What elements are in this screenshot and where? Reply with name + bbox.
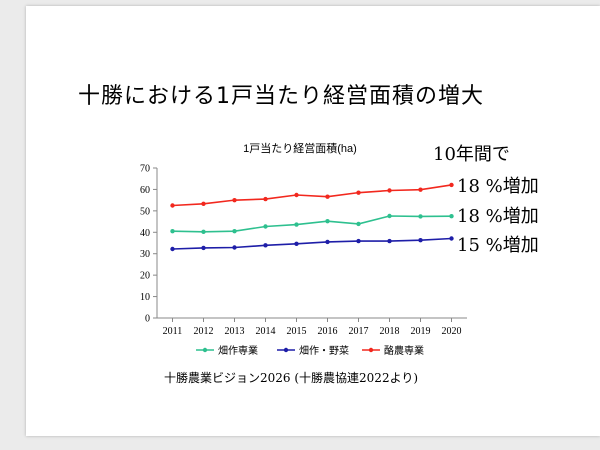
annotation-upland-increase: 18 %増加 — [457, 206, 539, 227]
data-point — [294, 222, 299, 227]
legend-label: 畑作専業 — [218, 344, 258, 357]
x-tick-label: 2012 — [194, 326, 214, 337]
x-tick-label: 2019 — [411, 326, 431, 337]
x-tick-label: 2015 — [287, 326, 307, 337]
data-point — [325, 194, 330, 199]
series-line — [172, 215, 452, 233]
y-tick-label: 40 — [140, 228, 150, 239]
legend-marker — [368, 347, 374, 353]
legend-label: 酪農専業 — [384, 344, 424, 357]
chart-title: 1戸当たり経営面積(ha) — [243, 141, 357, 155]
y-tick-label: 0 — [145, 314, 150, 325]
y-tick-label: 10 — [140, 292, 150, 303]
data-point — [232, 229, 237, 234]
legend-marker — [202, 347, 208, 353]
data-point — [294, 241, 299, 247]
data-point — [263, 243, 268, 248]
annotation-headline: 10年間で — [433, 144, 510, 165]
data-point — [356, 221, 361, 227]
y-tick-label: 30 — [140, 249, 150, 260]
data-point — [325, 218, 330, 224]
x-tick-label: 2017 — [349, 326, 369, 337]
data-point — [449, 182, 454, 188]
data-point — [201, 229, 206, 235]
data-point — [201, 245, 206, 251]
slide-title: 十勝における1戸当たり経営面積の増大 — [78, 84, 484, 109]
annotation-dairy-increase: 18 %増加 — [457, 176, 539, 197]
data-point — [387, 238, 392, 244]
plot-area: 0 10 20 30 40 50 60 70 2011 2012 2013 2014 2015 2016 2… — [140, 164, 467, 337]
y-tick-label: 60 — [140, 185, 150, 196]
data-point — [232, 245, 237, 250]
data-point — [449, 236, 454, 241]
slide — [26, 6, 600, 436]
series-line — [172, 184, 452, 207]
data-point — [263, 224, 268, 229]
x-tick-label: 2018 — [380, 326, 400, 337]
data-point — [325, 239, 330, 245]
data-point — [170, 246, 175, 252]
y-tick-label: 20 — [140, 271, 150, 282]
chart-legend: 畑作専業 畑作・野菜 酪農専業 — [196, 344, 424, 357]
legend-marker — [283, 347, 289, 353]
data-point — [170, 229, 175, 234]
data-point — [387, 188, 392, 193]
x-tick-label: 2013 — [225, 326, 245, 337]
series-line — [172, 237, 452, 250]
data-point — [263, 196, 268, 202]
data-point — [201, 201, 206, 206]
source-note: 十勝農業ビジョン2026 (十勝農協連2022より) — [164, 371, 419, 385]
x-tick-label: 2011 — [163, 326, 183, 337]
data-point — [387, 213, 392, 219]
data-point — [356, 238, 361, 244]
annotation-vegetable-increase: 15 %増加 — [457, 235, 539, 256]
data-point — [170, 203, 175, 208]
x-tick-label: 2020 — [442, 326, 462, 337]
data-point — [418, 238, 423, 243]
y-tick-label: 50 — [140, 206, 150, 217]
data-point — [418, 187, 423, 192]
data-point — [356, 190, 361, 195]
data-point — [232, 197, 237, 203]
legend-label: 畑作・野菜 — [299, 344, 349, 357]
x-tick-label: 2016 — [318, 326, 338, 337]
data-point — [418, 214, 423, 219]
data-point — [449, 214, 454, 219]
x-tick-label: 2014 — [256, 326, 276, 337]
data-point — [294, 192, 299, 198]
y-tick-label: 70 — [140, 164, 150, 175]
